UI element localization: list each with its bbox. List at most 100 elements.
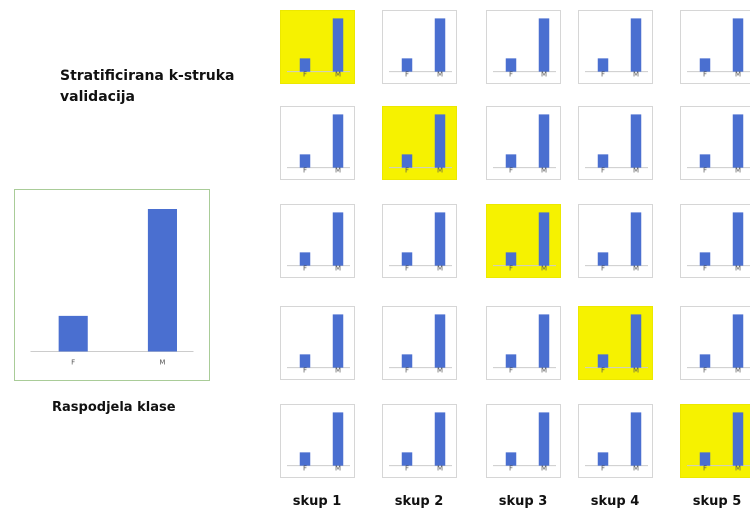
- tick-label-f: F: [405, 167, 409, 175]
- bar-f: [401, 252, 413, 266]
- tick-label-m: M: [335, 465, 341, 473]
- fold-label-5: skup 5: [692, 494, 742, 509]
- bar-f: [597, 354, 609, 368]
- tick-label-m: M: [633, 465, 639, 473]
- bar-f: [505, 252, 517, 266]
- bar-f: [299, 252, 311, 266]
- tick-label-f: F: [703, 71, 707, 79]
- bar-m: [538, 114, 550, 168]
- diagram-title: Stratificirana k-struka validacija: [60, 68, 235, 105]
- fold-label-4: skup 4: [590, 494, 640, 509]
- tick-label-f: F: [703, 465, 707, 473]
- tick-label-m: M: [437, 71, 443, 79]
- tick-label-f: F: [509, 167, 513, 175]
- tick-label-f: F: [303, 465, 307, 473]
- bar-f: [505, 154, 517, 168]
- tick-label-m: M: [159, 359, 165, 367]
- bar-f: [505, 58, 517, 72]
- bar-m: [332, 114, 344, 168]
- bar-m: [732, 18, 744, 72]
- tick-label-m: M: [335, 71, 341, 79]
- tick-label-m: M: [437, 367, 443, 375]
- tick-label-f: F: [71, 359, 75, 367]
- bar-f: [299, 452, 311, 466]
- class-distribution-caption: Raspodjela klase: [52, 400, 176, 415]
- bar-f: [699, 58, 711, 72]
- tick-label-m: M: [633, 167, 639, 175]
- tick-label-m: M: [735, 71, 741, 79]
- tick-label-f: F: [303, 167, 307, 175]
- bar-f: [699, 354, 711, 368]
- tick-label-m: M: [633, 265, 639, 273]
- bar-m: [538, 412, 550, 466]
- bar-f: [699, 252, 711, 266]
- tick-label-f: F: [703, 167, 707, 175]
- tick-label-m: M: [437, 167, 443, 175]
- bar-m: [434, 114, 446, 168]
- bar-m: [332, 412, 344, 466]
- bar-m: [147, 209, 177, 352]
- bar-m: [630, 314, 642, 368]
- tick-label-m: M: [541, 167, 547, 175]
- bar-m: [630, 114, 642, 168]
- tick-label-m: M: [335, 367, 341, 375]
- tick-label-f: F: [509, 465, 513, 473]
- bar-m: [332, 18, 344, 72]
- tick-label-f: F: [405, 465, 409, 473]
- tick-label-f: F: [509, 71, 513, 79]
- tick-label-f: F: [509, 265, 513, 273]
- bar-f: [299, 58, 311, 72]
- fold-label-1: skup 1: [292, 494, 342, 509]
- bar-m: [538, 314, 550, 368]
- bar-f: [597, 252, 609, 266]
- bar-m: [434, 412, 446, 466]
- tick-label-m: M: [735, 167, 741, 175]
- tick-label-f: F: [601, 367, 605, 375]
- tick-label-f: F: [601, 265, 605, 273]
- tick-label-f: F: [405, 71, 409, 79]
- bar-m: [434, 18, 446, 72]
- bar-f: [699, 452, 711, 466]
- tick-label-m: M: [735, 265, 741, 273]
- tick-label-f: F: [303, 71, 307, 79]
- bar-m: [630, 18, 642, 72]
- bar-m: [732, 314, 744, 368]
- tick-label-m: M: [541, 71, 547, 79]
- bar-m: [630, 412, 642, 466]
- bar-m: [732, 212, 744, 266]
- bar-m: [332, 212, 344, 266]
- bar-f: [299, 354, 311, 368]
- bar-f: [699, 154, 711, 168]
- tick-label-m: M: [633, 367, 639, 375]
- tick-label-f: F: [601, 71, 605, 79]
- tick-label-f: F: [601, 465, 605, 473]
- bar-m: [538, 212, 550, 266]
- bar-f: [597, 452, 609, 466]
